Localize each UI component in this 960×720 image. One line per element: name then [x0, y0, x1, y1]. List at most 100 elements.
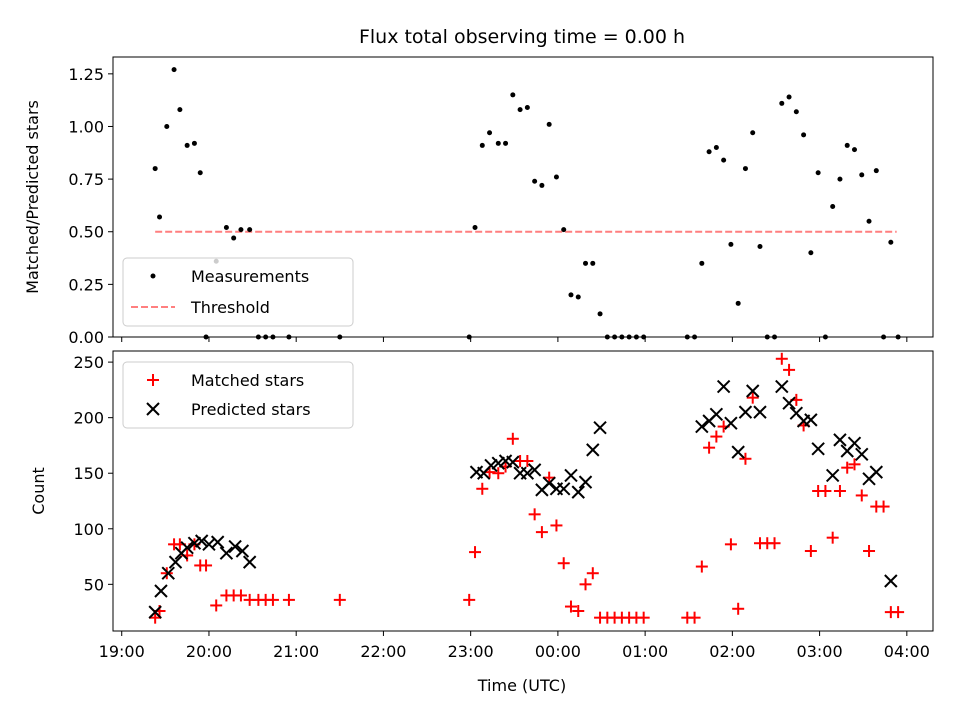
- count-plot-frame: [112, 350, 934, 632]
- matched-star-point: [768, 537, 781, 550]
- count-x-label: Time (UTC): [477, 676, 566, 695]
- predicted-star-point: [724, 416, 738, 430]
- predicted-star-point: [833, 433, 847, 447]
- ratio-panel: Flux total observing time = 0.00 h 0.000…: [23, 26, 934, 347]
- measurement-point: [866, 218, 872, 224]
- matched-star-point: [521, 455, 534, 467]
- ratio-y-tick-label: 0.75: [68, 170, 104, 189]
- measurement-point: [779, 100, 785, 106]
- predicted-star-point: [578, 475, 593, 489]
- count-y-tick-label: 250: [73, 353, 104, 372]
- measurement-point: [735, 300, 741, 306]
- matched-star-point: [528, 508, 541, 521]
- matched-star-point: [688, 611, 701, 624]
- measurement-point: [532, 178, 538, 184]
- measurement-point: [171, 67, 177, 73]
- matched-star-point: [492, 467, 505, 480]
- measurement-point: [495, 140, 501, 146]
- ratio-y-tick-label: 0.25: [68, 275, 104, 294]
- ratio-y-tick-label: 0.00: [68, 328, 104, 347]
- count-plot-area: [148, 352, 905, 624]
- predicted-star-point: [564, 468, 578, 483]
- predicted-star-point: [804, 413, 818, 427]
- measurement-point: [757, 243, 763, 249]
- measurement-point: [191, 140, 197, 146]
- matched-star-point: [775, 352, 788, 365]
- matched-star-point: [833, 485, 846, 497]
- matched-star-point: [210, 599, 223, 612]
- legend-matched-marker: [147, 374, 159, 386]
- predicted-star-point: [746, 384, 760, 398]
- measurement-point: [888, 239, 894, 245]
- measurement-point: [197, 170, 203, 176]
- measurement-point: [851, 147, 857, 153]
- predicted-star-point: [491, 456, 505, 470]
- matched-star-point: [855, 489, 868, 502]
- matched-star-point: [506, 432, 519, 445]
- predicted-star-point: [242, 555, 257, 569]
- matched-star-point: [783, 363, 796, 376]
- measurement-point: [793, 109, 799, 115]
- predicted-star-point: [148, 605, 162, 619]
- matched-star-point: [826, 531, 839, 544]
- predicted-star-point: [219, 546, 234, 560]
- matched-star-point: [543, 471, 556, 484]
- predicted-star-point: [194, 534, 209, 548]
- measurement-point: [539, 182, 545, 188]
- measurement-point: [184, 142, 190, 148]
- count-x-tick-label: 01:00: [622, 642, 668, 661]
- measurement-point: [575, 294, 581, 300]
- measurement-point: [706, 149, 712, 155]
- matched-star-point: [476, 482, 489, 495]
- measurement-point: [699, 260, 705, 266]
- predicted-star-point: [202, 537, 216, 552]
- matched-star-point: [586, 567, 599, 580]
- predicted-star-point: [593, 420, 607, 435]
- matched-star-point: [695, 560, 708, 573]
- count-x-tick-label: 21:00: [273, 642, 319, 661]
- measurement-point: [231, 235, 237, 241]
- measurement-point: [786, 94, 792, 100]
- measurement-point: [742, 166, 748, 172]
- measurement-point: [815, 170, 821, 176]
- measurement-point: [479, 142, 485, 148]
- measurement-point: [553, 174, 559, 180]
- measurement-point: [844, 142, 850, 148]
- matched-star-point: [550, 519, 563, 532]
- count-y-tick-label: 100: [73, 520, 104, 539]
- matched-star-point: [841, 461, 854, 474]
- ratio-y-label: Matched/Predicted stars: [23, 100, 42, 294]
- measurement-point: [157, 214, 163, 220]
- matched-star-point: [557, 557, 570, 570]
- count-x-tick-label: 22:00: [360, 642, 406, 661]
- count-x-tick-label: 02:00: [709, 642, 755, 661]
- matched-star-point: [282, 593, 295, 606]
- predicted-star-point: [775, 379, 789, 394]
- measurement-point: [223, 225, 229, 231]
- legend-measurements-label: Measurements: [191, 267, 309, 286]
- predicted-star-point: [753, 405, 767, 419]
- count-x-tick-label: 04:00: [884, 642, 930, 661]
- measurement-point: [517, 107, 523, 113]
- predicted-star-point: [869, 465, 884, 479]
- count-y-tick-label: 50: [84, 575, 104, 594]
- measurement-point: [164, 123, 170, 129]
- measurement-point: [721, 157, 727, 163]
- measurement-point: [472, 225, 478, 231]
- count-x-tick-label: 03:00: [797, 642, 843, 661]
- predicted-star-point: [154, 584, 168, 598]
- ratio-y-tick-label: 1.25: [68, 65, 104, 84]
- measurement-point: [713, 145, 719, 151]
- matched-star-point: [637, 611, 650, 624]
- predicted-star-point: [571, 485, 585, 499]
- count-legend: Matched stars Predicted stars: [122, 361, 354, 429]
- predicted-star-point: [168, 555, 183, 569]
- matched-star-point: [579, 578, 592, 591]
- predicted-star-point: [825, 468, 840, 483]
- predicted-star-point: [542, 476, 556, 490]
- predicted-star-point: [855, 447, 869, 462]
- ratio-y-axis: 0.00 0.25 0.50 0.75 1.00 1.25: [68, 65, 113, 347]
- predicted-star-point: [187, 536, 202, 550]
- matched-star-point: [703, 441, 716, 454]
- measurement-point: [873, 168, 879, 174]
